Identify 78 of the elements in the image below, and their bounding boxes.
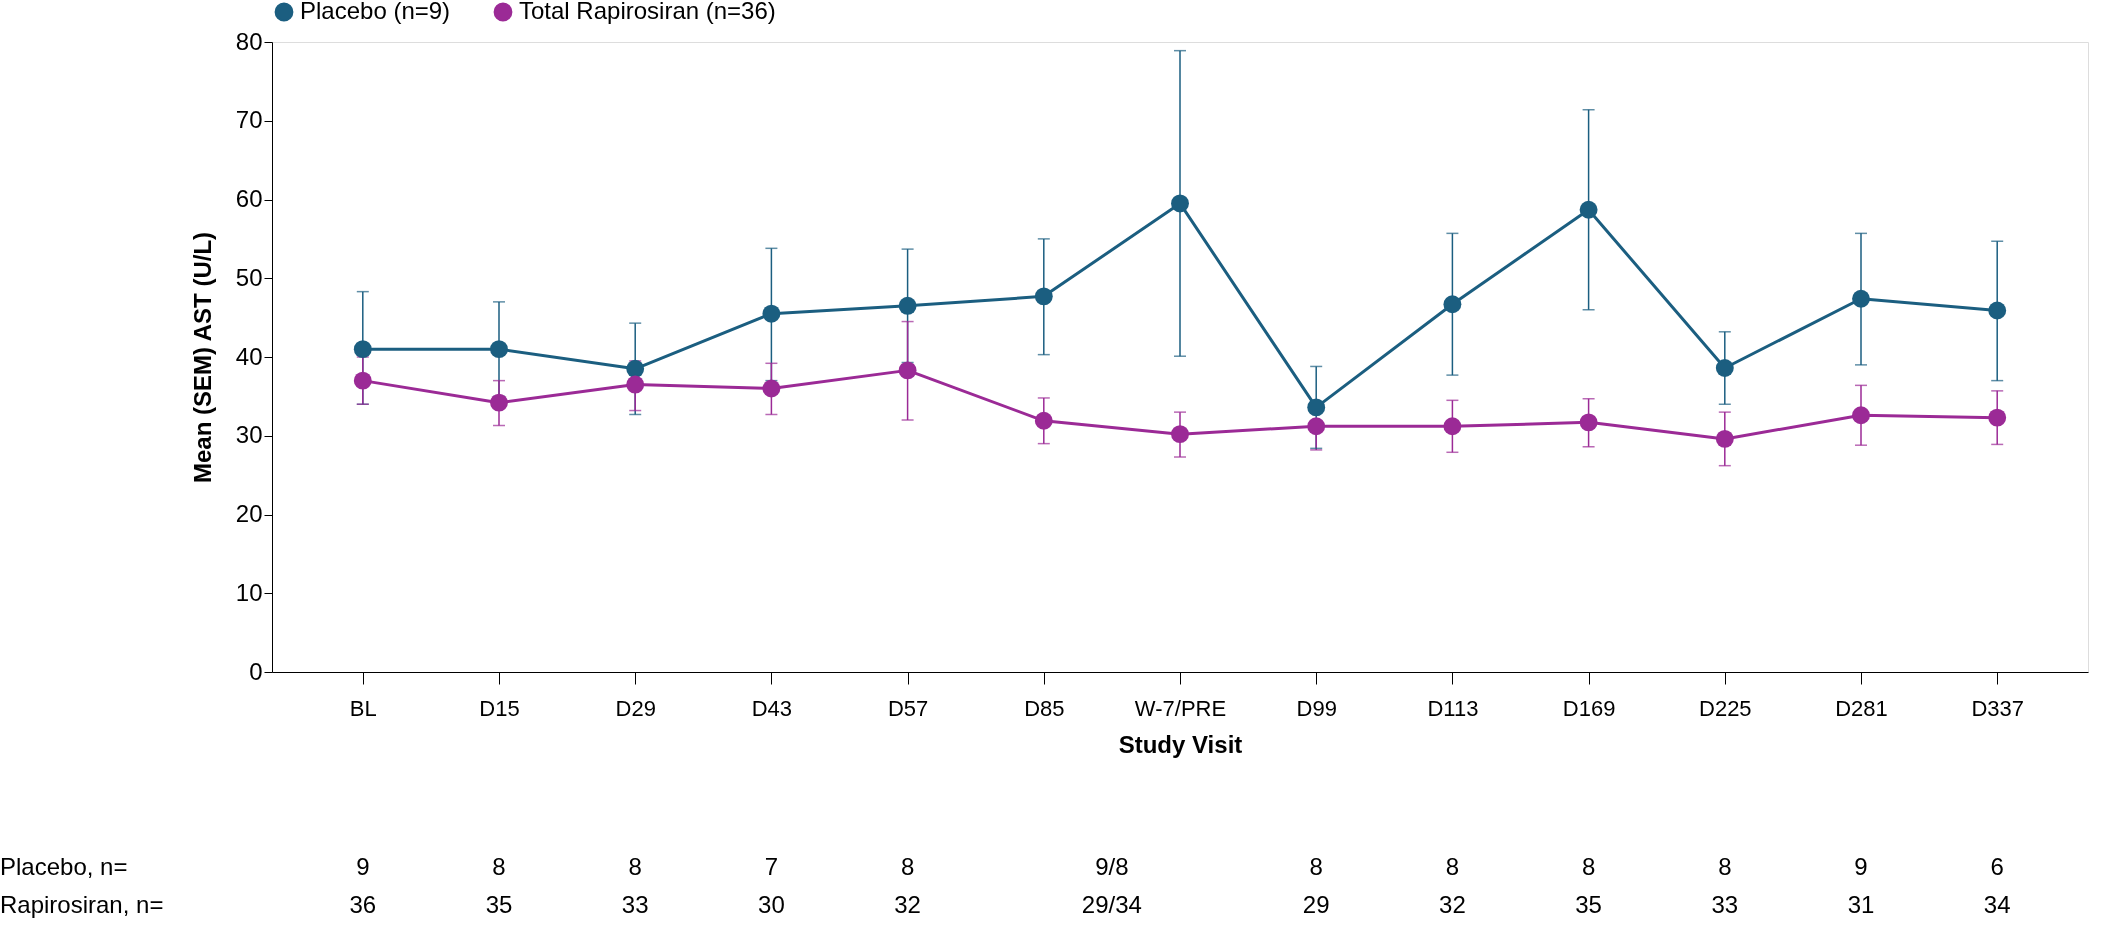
x-tick-label: D225 (1699, 695, 1752, 721)
legend-label: Placebo (n=9) (300, 0, 451, 24)
text: 33 (1711, 891, 1739, 918)
text: 29 (1302, 891, 1330, 918)
point (1579, 200, 1598, 219)
text: 32 (894, 891, 921, 918)
text: 8 (900, 853, 915, 880)
x-tick-label: D337 (1971, 695, 2024, 721)
y-tick-label: 20 (235, 500, 263, 527)
point (1852, 406, 1870, 425)
point (1988, 408, 2007, 427)
point (1988, 301, 2007, 320)
x-tick-label: D15 (479, 695, 520, 721)
x-tick-label: D43 (751, 695, 793, 721)
y-axis-title: Mean (SEM) AST (U/L) (188, 231, 216, 484)
point (1443, 295, 1462, 314)
y-tick-label: 40 (235, 342, 263, 370)
x-axis-title: Study Visit (1118, 730, 1243, 758)
y-tick-label: 10 (235, 578, 263, 606)
y-tick-label: 30 (235, 421, 263, 449)
point (762, 304, 781, 323)
text: 8 (628, 853, 642, 880)
text: 8 (1309, 853, 1323, 880)
text: 7 (764, 853, 779, 880)
text: 31 (1847, 891, 1875, 918)
y-tick-label: 80 (235, 27, 263, 55)
text: 35 (1575, 891, 1602, 918)
point (353, 371, 372, 390)
text: 8 (1718, 853, 1732, 880)
point (626, 359, 645, 378)
legend-label: Total Rapirosiran (n=36) (519, 0, 776, 24)
text: 9 (1854, 853, 1868, 880)
text: 9 (356, 853, 370, 880)
text: 8 (492, 853, 506, 880)
point (490, 393, 508, 412)
point (626, 375, 645, 394)
x-tick-label: D99 (1296, 695, 1337, 721)
y-tick-label: 70 (235, 106, 263, 134)
text: 30 (758, 891, 785, 918)
point (1307, 398, 1326, 417)
text: 8 (1581, 853, 1596, 880)
point (898, 296, 917, 315)
point (1715, 359, 1734, 377)
point (353, 340, 372, 359)
y-tick-label: 60 (235, 185, 263, 212)
point (898, 361, 917, 380)
x-tick-label: D113 (1427, 695, 1479, 721)
point (490, 340, 508, 359)
point (1171, 425, 1189, 444)
point (1307, 417, 1326, 436)
x-tick-label: W-7/PRE (1134, 695, 1227, 721)
point (1034, 287, 1053, 306)
point (1034, 411, 1053, 430)
text: 35 (485, 891, 513, 918)
text: 36 (349, 891, 377, 918)
point (762, 379, 781, 398)
x-tick-label: D169 (1562, 695, 1616, 721)
x-tick-label: D281 (1835, 695, 1888, 721)
y-tick-label: 0 (249, 657, 263, 685)
text: 33 (621, 891, 649, 918)
point (1715, 429, 1734, 448)
point (1852, 289, 1870, 308)
text: 34 (1983, 891, 2011, 918)
text: 6 (1990, 853, 2004, 880)
text: 9/8 (1095, 853, 1129, 880)
text: Placebo, n= (0, 853, 128, 880)
point (1443, 417, 1462, 436)
x-tick-label: D57 (887, 695, 929, 721)
text: 29/34 (1081, 891, 1142, 918)
text: 32 (1439, 891, 1466, 918)
x-tick-label: BL (349, 695, 377, 721)
x-tick-label: D85 (1024, 695, 1065, 721)
point (1579, 413, 1598, 432)
point (1171, 194, 1189, 213)
y-tick-label: 50 (235, 263, 263, 291)
text: Rapirosiran, n= (0, 891, 164, 918)
text: 8 (1445, 853, 1460, 880)
x-tick-label: D29 (615, 695, 656, 721)
